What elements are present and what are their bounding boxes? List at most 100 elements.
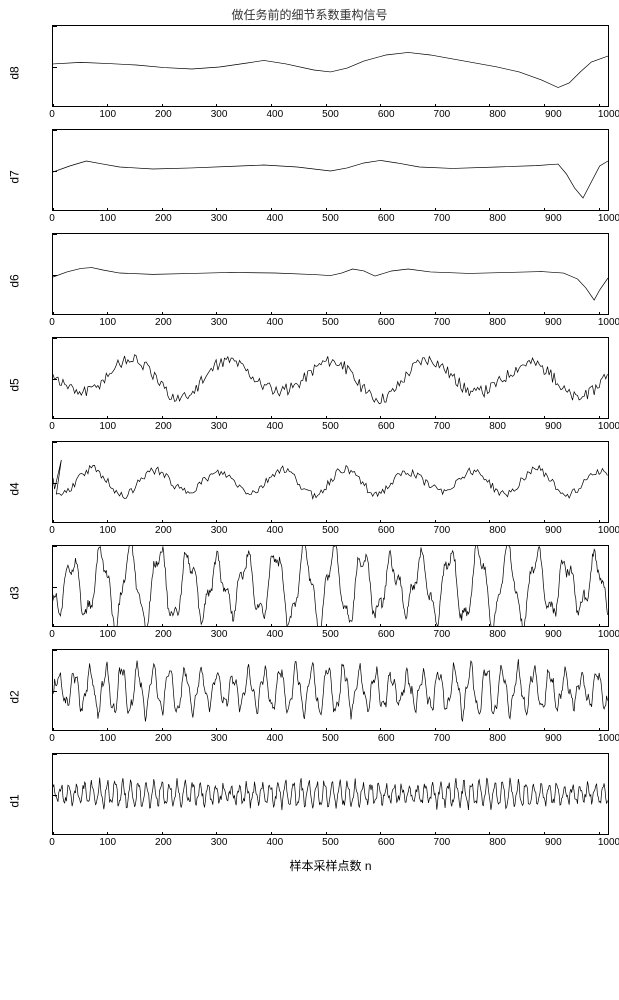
xtick: 500 xyxy=(322,109,339,120)
signal-line-d1 xyxy=(53,778,607,810)
xtick: 800 xyxy=(489,733,506,744)
xtick: 900 xyxy=(545,525,562,536)
signal-line-d3 xyxy=(53,546,607,626)
xtick: 800 xyxy=(489,213,506,224)
xtick: 100 xyxy=(99,837,116,848)
xtick-row: 01002003004005006007008009001000 xyxy=(52,523,609,537)
xtick: 600 xyxy=(378,629,395,640)
ylabel-d4: d4 xyxy=(8,482,22,495)
xtick: 200 xyxy=(155,317,172,328)
xtick: 200 xyxy=(155,733,172,744)
xtick: 0 xyxy=(49,733,55,744)
xtick: 700 xyxy=(434,837,451,848)
xtick-row: 01002003004005006007008009001000 xyxy=(52,835,609,849)
xtick-row: 01002003004005006007008009001000 xyxy=(52,419,609,433)
xtick: 700 xyxy=(434,525,451,536)
xtick: 500 xyxy=(322,421,339,432)
ylabel-d1: d1 xyxy=(8,794,22,807)
plot-area-d6: -2000200 xyxy=(52,233,609,315)
xtick: 800 xyxy=(489,525,506,536)
xtick: 300 xyxy=(211,837,228,848)
xtick: 500 xyxy=(322,317,339,328)
signal-line-d2 xyxy=(53,659,607,721)
xtick: 1000 xyxy=(598,421,619,432)
xtick: 700 xyxy=(434,421,451,432)
xtick: 300 xyxy=(211,213,228,224)
charts-grid: d8-2000200010020030040050060070080090010… xyxy=(0,25,619,874)
xtick: 0 xyxy=(49,629,55,640)
ylabel-d3: d3 xyxy=(8,586,22,599)
xtick: 700 xyxy=(434,629,451,640)
ylabel-d6: d6 xyxy=(8,274,22,287)
xtick: 0 xyxy=(49,213,55,224)
xtick-row: 01002003004005006007008009001000 xyxy=(52,211,609,225)
xtick: 300 xyxy=(211,317,228,328)
signal-line-d5 xyxy=(53,355,607,404)
xtick: 500 xyxy=(322,525,339,536)
xtick: 1000 xyxy=(598,109,619,120)
xtick: 1000 xyxy=(598,213,619,224)
xlabel: 样本采样点数 n xyxy=(52,857,609,874)
xtick-row: 01002003004005006007008009001000 xyxy=(52,107,609,121)
xtick: 800 xyxy=(489,109,506,120)
xtick: 400 xyxy=(266,525,283,536)
xtick: 800 xyxy=(489,837,506,848)
signal-line-d8 xyxy=(53,52,608,87)
xtick-row: 01002003004005006007008009001000 xyxy=(52,315,609,329)
xtick: 700 xyxy=(434,317,451,328)
xtick: 600 xyxy=(378,109,395,120)
chart-title: 做任务前的细节系数重构信号 xyxy=(0,0,619,25)
chart-row-d1: d1-2000200010020030040050060070080090010… xyxy=(10,753,609,849)
xtick: 200 xyxy=(155,629,172,640)
xtick: 600 xyxy=(378,733,395,744)
xtick: 300 xyxy=(211,421,228,432)
xtick: 0 xyxy=(49,525,55,536)
xtick: 100 xyxy=(99,525,116,536)
xtick: 900 xyxy=(545,733,562,744)
xtick: 900 xyxy=(545,421,562,432)
ylabel-d7: d7 xyxy=(8,170,22,183)
chart-row-d7: d7-2000200010020030040050060070080090010… xyxy=(10,129,609,225)
chart-row-d4: d4-2000200010020030040050060070080090010… xyxy=(10,441,609,537)
ylabel-d5: d5 xyxy=(8,378,22,391)
plot-area-d7: -2000200 xyxy=(52,129,609,211)
chart-row-d8: d8-2000200010020030040050060070080090010… xyxy=(10,25,609,121)
plot-area-d8: -2000200 xyxy=(52,25,609,107)
xtick: 200 xyxy=(155,109,172,120)
xtick: 900 xyxy=(545,213,562,224)
chart-row-d5: d5-2000200010020030040050060070080090010… xyxy=(10,337,609,433)
xtick: 0 xyxy=(49,837,55,848)
xtick: 400 xyxy=(266,317,283,328)
xtick: 100 xyxy=(99,629,116,640)
xtick: 0 xyxy=(49,421,55,432)
xtick: 1000 xyxy=(598,629,619,640)
xtick: 400 xyxy=(266,629,283,640)
xtick: 600 xyxy=(378,317,395,328)
xtick-row: 01002003004005006007008009001000 xyxy=(52,627,609,641)
xtick: 300 xyxy=(211,733,228,744)
xtick: 700 xyxy=(434,733,451,744)
plot-area-d1: -2000200 xyxy=(52,753,609,835)
xtick: 1000 xyxy=(598,317,619,328)
xtick: 400 xyxy=(266,109,283,120)
xtick: 600 xyxy=(378,525,395,536)
plot-area-d2: -5000500 xyxy=(52,649,609,731)
signal-line-d6 xyxy=(53,268,608,300)
xtick: 500 xyxy=(322,629,339,640)
signal-line-d4 xyxy=(53,460,607,499)
signal-line-d7 xyxy=(53,160,608,198)
xtick: 1000 xyxy=(598,525,619,536)
xtick: 100 xyxy=(99,109,116,120)
xtick: 100 xyxy=(99,733,116,744)
chart-row-d2: d2-5000500010020030040050060070080090010… xyxy=(10,649,609,745)
xtick: 900 xyxy=(545,317,562,328)
xtick: 700 xyxy=(434,109,451,120)
xtick: 400 xyxy=(266,733,283,744)
xtick: 900 xyxy=(545,629,562,640)
xtick-row: 01002003004005006007008009001000 xyxy=(52,731,609,745)
xtick: 1000 xyxy=(598,837,619,848)
plot-area-d3: -5000500 xyxy=(52,545,609,627)
xtick: 100 xyxy=(99,421,116,432)
xtick: 100 xyxy=(99,213,116,224)
xtick: 200 xyxy=(155,421,172,432)
